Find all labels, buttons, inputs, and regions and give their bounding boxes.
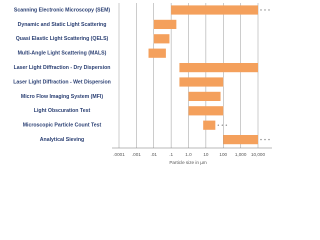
x-tick-label: 1.0 [185,152,192,157]
x-tick-label: .0001 [113,152,125,157]
category-label: Quasi Elastic Light Scattering (QELS) [16,36,109,42]
category-label: Microscopic Particle Count Test [23,123,102,129]
chart: Particle size in µm .0001 .001 .01 .1 1.0 10 1… [13,3,272,165]
bar [223,135,258,145]
continuation-dot [264,9,266,11]
continuation-dot [225,124,228,126]
bar [153,34,170,44]
x-tick-label: .001 [132,152,141,157]
x-tick-label: 10 [203,152,209,157]
bar [148,48,166,58]
bar [188,91,221,101]
continuation-dot [221,124,224,126]
bar [188,106,224,116]
category-label: Analytical Sieving [40,137,84,143]
continuation-dot [217,124,220,126]
category-label: Light Obscuration Test [34,108,91,114]
bar [203,120,216,130]
continuation-dot [264,138,266,141]
bar [179,63,258,73]
bar [179,77,224,87]
category-label: Multi-Angle Light Scattering (MALS) [18,51,107,57]
continuation-dot [268,138,270,141]
x-tick-label: 1,000 [235,152,247,157]
x-tick-label: 10,000 [251,152,265,157]
x-axis-label: Particle size in µm [169,160,207,165]
continuation-dot [268,9,270,11]
category-label: Scanning Electronic Microscopy (SEM) [14,7,111,13]
category-label: Dynamic and Static Light Scattering [18,22,107,28]
category-label: Laser Light Diffraction - Wet Dispersion [13,79,111,85]
x-tick-label: 100 [219,152,227,157]
bar [171,5,258,15]
category-label: Laser Light Diffraction - Dry Dispersion [14,65,111,71]
continuation-dot [260,138,262,141]
category-label: Micro Flow Imaging System (MFI) [21,94,103,100]
x-tick-label: .01 [151,152,158,157]
continuation-dot [260,9,262,11]
bar [153,19,177,29]
x-tick-label: .1 [169,152,173,157]
